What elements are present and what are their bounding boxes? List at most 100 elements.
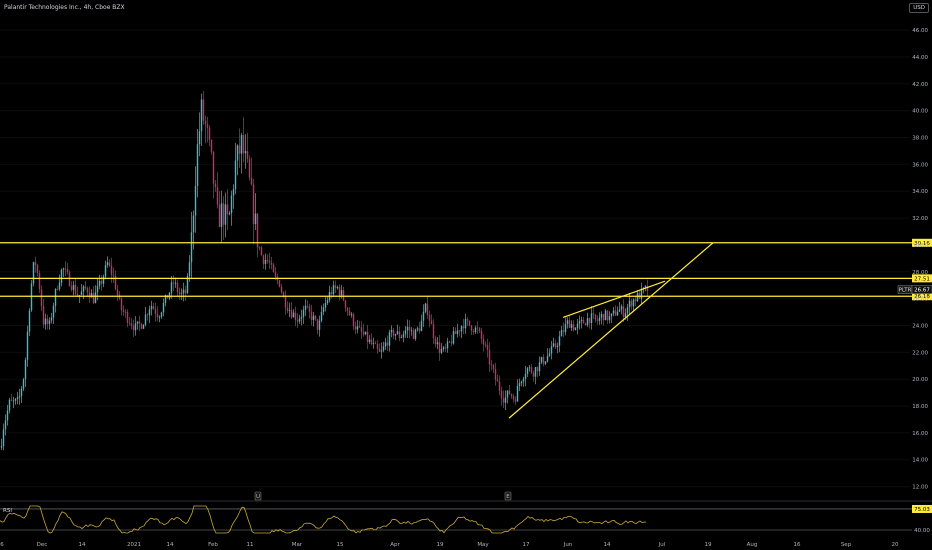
y-tick-label: 38.00	[912, 136, 928, 142]
candle-body	[604, 310, 607, 321]
candle-body	[388, 332, 391, 346]
candle-body	[486, 344, 489, 350]
x-tick-label: 15	[337, 542, 344, 548]
candle-body	[84, 286, 87, 289]
candle-body	[212, 151, 215, 184]
candle-body	[8, 399, 11, 411]
candle-body	[246, 151, 249, 159]
price-level-label: 30.16	[914, 241, 930, 247]
x-tick-label: 19	[705, 542, 712, 548]
candle-body	[440, 348, 443, 353]
y-tick-label: 44.00	[912, 55, 928, 61]
candle-body	[14, 398, 17, 401]
candle-body	[392, 329, 395, 336]
y-tick-label: 20.00	[912, 377, 928, 383]
candle-body	[44, 318, 47, 325]
event-marker-label: U	[256, 494, 260, 500]
candle-body	[130, 323, 133, 326]
rsi-pane: 40.00 75.03	[0, 500, 932, 534]
candle-body	[268, 260, 271, 263]
candle-body	[624, 313, 627, 317]
candle-body	[514, 399, 517, 402]
candle-body	[552, 343, 555, 347]
candle-body	[242, 135, 245, 154]
candle-body	[10, 399, 13, 401]
price-axis: 12.00 14.00 16.00 18.00 20.00 22.00 24.00 26.00…	[912, 28, 928, 490]
candle-body	[124, 311, 127, 313]
candle-body	[66, 268, 69, 273]
candle-body	[510, 394, 513, 397]
candle-body	[460, 326, 463, 332]
candle-body	[596, 319, 599, 321]
candle-body	[556, 345, 559, 347]
candle-body	[580, 319, 583, 322]
candle-body	[504, 397, 507, 403]
candle-body	[248, 158, 251, 178]
chart-grid	[0, 29, 910, 488]
rsi-level-label: 40.00	[914, 528, 930, 534]
candle-body	[68, 272, 71, 287]
candle-body	[536, 367, 539, 372]
candle-body	[196, 144, 199, 186]
candle-body	[482, 338, 485, 345]
candle-body	[522, 378, 525, 382]
candle-body	[542, 357, 545, 364]
candle-body	[644, 286, 647, 288]
candle-body	[550, 346, 553, 354]
candle-body	[280, 286, 283, 293]
candle-body	[418, 328, 421, 332]
candle-body	[602, 314, 605, 321]
candle-body	[190, 232, 193, 263]
candle-body	[436, 342, 439, 345]
candle-body	[330, 291, 333, 295]
y-tick-label: 28.00	[912, 270, 928, 276]
candle-body	[340, 290, 343, 296]
candle-body	[530, 367, 533, 373]
candle-body	[570, 324, 573, 328]
candle-body	[112, 274, 115, 276]
x-tick-label: 11	[247, 542, 254, 548]
candle-body	[450, 341, 453, 344]
candle-body	[178, 291, 181, 295]
candle-body	[320, 311, 323, 321]
candle-body	[384, 342, 387, 347]
candle-body	[250, 177, 253, 185]
candle-body	[224, 204, 227, 225]
candle-body	[590, 313, 593, 323]
candle-body	[396, 331, 399, 335]
currency-button[interactable]: USD	[909, 3, 929, 13]
candle-body	[454, 331, 457, 335]
candle-body	[2, 429, 5, 447]
candle-body	[198, 131, 201, 145]
candle-body	[324, 302, 327, 308]
candle-body	[80, 291, 83, 296]
candle-body	[158, 316, 161, 318]
candle-body	[352, 314, 355, 327]
y-tick-label: 40.00	[912, 109, 928, 115]
candle-body	[62, 268, 65, 270]
candle-body	[24, 359, 27, 380]
candle-body	[448, 341, 451, 343]
y-tick-label: 22.00	[912, 350, 928, 356]
candle-body	[612, 310, 615, 314]
candle-body	[634, 299, 637, 302]
candle-body	[298, 318, 301, 322]
x-tick-label: Aug	[747, 542, 758, 548]
y-tick-label: 36.00	[912, 162, 928, 168]
candle-body	[370, 339, 373, 345]
candle-body	[420, 320, 423, 332]
candle-body	[106, 262, 109, 266]
candle-body	[162, 303, 165, 313]
candle-body	[398, 331, 401, 338]
candle-body	[632, 299, 635, 307]
candle-body	[574, 327, 577, 331]
candle-body	[366, 331, 369, 342]
candle-body	[630, 300, 633, 307]
candle-body	[216, 187, 219, 205]
candle-body	[272, 264, 275, 273]
y-tick-label: 46.00	[912, 28, 928, 34]
candle-body	[498, 381, 501, 391]
price-level-label: 27.51	[914, 276, 930, 282]
